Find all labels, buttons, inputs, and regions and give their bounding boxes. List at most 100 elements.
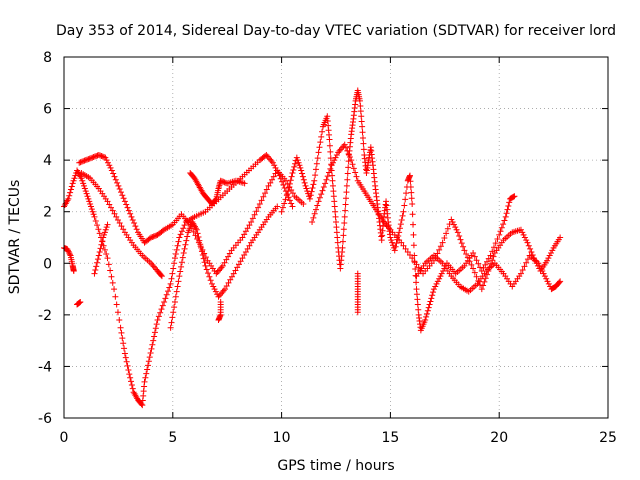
series-track-f	[91, 221, 111, 277]
data-point	[299, 173, 306, 180]
data-point	[280, 181, 287, 188]
data-point	[111, 286, 118, 293]
data-point	[78, 175, 85, 182]
data-point	[278, 208, 285, 215]
data-point	[198, 248, 205, 255]
data-point	[118, 329, 125, 336]
data-point	[308, 188, 315, 195]
data-point	[145, 358, 152, 365]
data-point	[510, 193, 517, 200]
data-point	[269, 176, 276, 183]
data-point	[283, 192, 290, 199]
data-point	[190, 228, 197, 235]
data-point	[292, 160, 299, 167]
data-point	[545, 255, 552, 262]
data-point	[505, 203, 512, 210]
data-point	[433, 280, 440, 287]
data-point	[439, 239, 446, 246]
data-point	[97, 152, 104, 159]
data-point	[222, 286, 229, 293]
data-point	[167, 324, 174, 331]
data-point	[158, 306, 165, 313]
data-point	[104, 198, 111, 205]
data-point	[500, 221, 507, 228]
data-point	[345, 158, 352, 165]
data-markers	[61, 87, 564, 409]
data-point	[406, 172, 413, 179]
data-point	[345, 150, 352, 157]
data-point	[427, 298, 434, 305]
data-point	[228, 273, 235, 280]
data-point	[234, 264, 241, 271]
data-point	[76, 299, 83, 306]
data-point	[281, 200, 288, 207]
data-point	[114, 179, 121, 186]
data-point	[326, 142, 333, 149]
data-point	[389, 239, 396, 246]
data-point	[285, 184, 292, 191]
data-point	[113, 301, 120, 308]
data-point	[101, 229, 108, 236]
data-point	[318, 133, 325, 140]
data-point	[151, 329, 158, 336]
data-point	[108, 204, 115, 211]
data-point	[178, 228, 185, 235]
data-point	[414, 296, 421, 303]
data-point	[166, 284, 173, 291]
data-point	[260, 193, 267, 200]
data-point	[107, 267, 114, 274]
data-point	[446, 221, 453, 228]
data-point	[341, 213, 348, 220]
data-point	[200, 255, 207, 262]
data-point	[256, 200, 263, 207]
data-point	[519, 266, 526, 273]
data-point	[282, 196, 289, 203]
data-point	[464, 254, 471, 261]
data-point	[225, 279, 232, 286]
data-point	[409, 211, 416, 218]
data-point	[340, 232, 347, 239]
data-point	[158, 272, 165, 279]
data-point	[177, 231, 184, 238]
data-point	[122, 354, 129, 361]
data-point	[444, 225, 451, 232]
data-point	[358, 113, 365, 120]
data-point	[227, 276, 234, 283]
data-point	[87, 203, 94, 210]
data-point	[70, 268, 77, 275]
data-point	[388, 237, 395, 244]
data-point	[293, 154, 300, 161]
data-point	[544, 257, 551, 264]
data-point	[77, 159, 84, 166]
data-point	[171, 255, 178, 262]
data-point	[89, 154, 96, 161]
data-point	[343, 144, 350, 151]
data-point	[521, 263, 528, 270]
data-point	[400, 208, 407, 215]
data-point	[95, 151, 102, 158]
data-point	[92, 217, 99, 224]
data-point	[360, 146, 367, 153]
data-point	[85, 156, 92, 163]
data-point	[107, 164, 114, 171]
y-tick-label: -4	[38, 359, 52, 375]
data-point	[249, 215, 256, 222]
data-point	[66, 249, 73, 256]
data-point	[108, 273, 115, 280]
data-point	[124, 362, 131, 369]
plot-frame	[63, 56, 609, 419]
data-point	[408, 195, 415, 202]
data-point	[242, 248, 249, 255]
data-point	[215, 317, 222, 324]
data-point	[195, 233, 202, 240]
data-point	[549, 247, 556, 254]
data-point	[430, 289, 437, 296]
data-point	[453, 226, 460, 233]
data-point	[452, 224, 459, 231]
data-point	[303, 185, 310, 192]
data-point	[91, 270, 98, 277]
data-point	[118, 189, 125, 196]
data-point	[535, 260, 542, 267]
data-point	[214, 291, 221, 298]
